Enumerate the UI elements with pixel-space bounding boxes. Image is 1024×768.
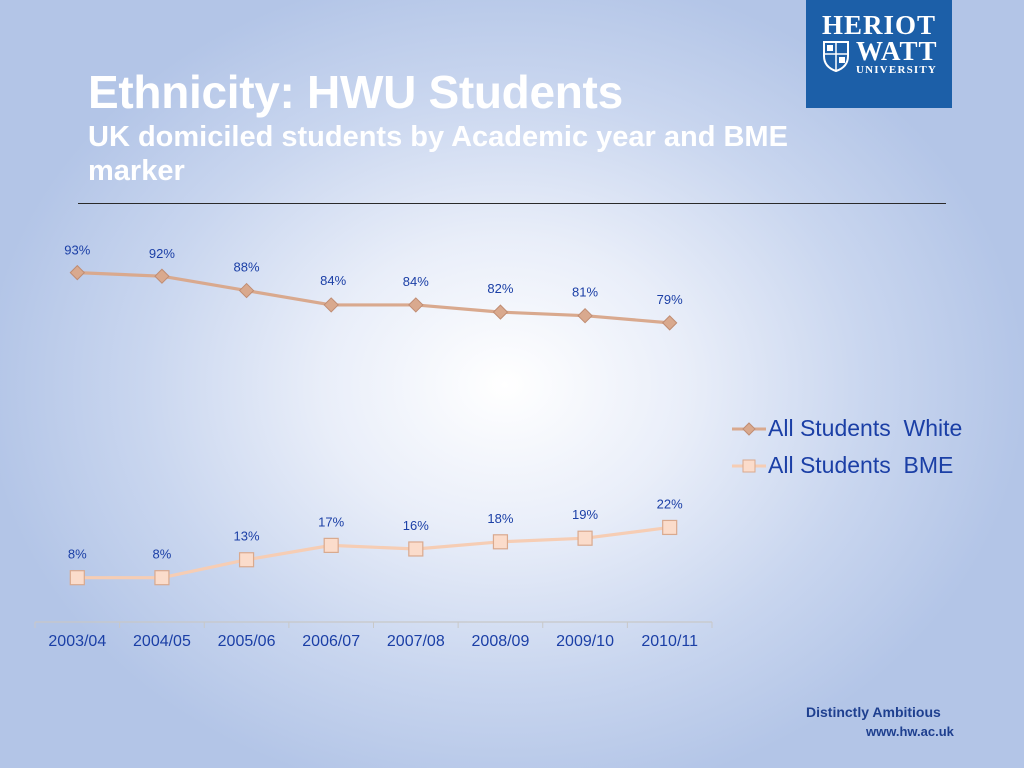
data-point-bme — [492, 534, 509, 550]
x-tick-label: 2003/04 — [48, 633, 106, 650]
data-label: 8% — [153, 547, 172, 562]
series-line-white — [77, 271, 670, 325]
data-label: 88% — [234, 260, 260, 275]
data-label: 79% — [657, 292, 683, 307]
data-label: 84% — [320, 273, 346, 288]
data-point-bme — [238, 552, 255, 568]
x-tick-label: 2010/11 — [641, 633, 698, 650]
data-point-white — [492, 304, 509, 320]
slide-subtitle: UK domiciled students by Academic year a… — [88, 121, 788, 187]
x-tick-label: 2006/07 — [302, 633, 360, 650]
slide-title: Ethnicity: HWU Students — [88, 66, 623, 118]
legend-diamond-icon — [732, 421, 766, 436]
legend-label-white: All Students White — [768, 415, 963, 441]
data-point-white — [577, 307, 593, 324]
x-tick-label: 2007/08 — [387, 633, 445, 650]
legend-square-icon — [732, 459, 766, 472]
legend: All Students White All Students BME — [732, 410, 962, 484]
logo-text-watt: WATT — [856, 36, 938, 66]
data-point-bme — [69, 570, 85, 586]
x-tick-label: 2004/05 — [133, 633, 191, 650]
x-tick-label: 2009/10 — [556, 633, 614, 650]
footer-url[interactable]: www.hw.ac.uk — [866, 724, 954, 739]
data-label: 19% — [572, 507, 598, 522]
data-labels: 93% 92% 88% 84% 84% 82% 81% 79% 8% 8% 13% 17% 16% 18%… — [64, 243, 683, 562]
data-point-white — [238, 282, 255, 299]
data-point-bme — [323, 537, 339, 553]
x-tick-label: 2005/06 — [218, 633, 276, 650]
data-label: 93% — [64, 243, 90, 258]
footer-tagline: Distinctly Ambitious — [806, 704, 941, 720]
data-label: 18% — [487, 511, 513, 526]
series-line-bme — [77, 525, 670, 580]
x-tick-label: 2008/09 — [472, 633, 530, 650]
data-label: 81% — [572, 285, 598, 300]
series-layer — [69, 264, 678, 586]
data-point-bme — [154, 570, 170, 586]
data-point-bme — [408, 541, 424, 557]
data-label: 16% — [403, 518, 429, 533]
data-label: 17% — [318, 514, 344, 529]
data-label: 84% — [403, 274, 429, 289]
crest-icon — [823, 41, 849, 72]
logo-text-heriot: HERIOT — [822, 10, 937, 40]
title-divider — [78, 203, 946, 204]
data-point-white — [408, 297, 424, 313]
data-point-white — [323, 297, 339, 313]
data-point-white — [69, 264, 86, 281]
logo-text-university: UNIVERSITY — [856, 64, 938, 76]
data-label: 22% — [657, 496, 683, 511]
data-label: 8% — [68, 547, 87, 562]
data-point-bme — [577, 530, 593, 546]
data-point-bme — [662, 519, 678, 536]
data-label: 13% — [234, 529, 260, 544]
legend-item-bme: All Students BME — [732, 447, 962, 484]
data-label: 92% — [149, 246, 175, 261]
data-label: 82% — [487, 281, 513, 296]
data-point-white — [661, 315, 678, 331]
legend-label-bme: All Students BME — [768, 452, 954, 478]
x-axis: 2003/04 2004/05 2005/06 2006/07 2007/08 2008/… — [34, 621, 713, 650]
logo: HERIOT WATT UNIVERSITY — [806, 0, 952, 108]
data-point-white — [154, 268, 170, 284]
legend-item-white: All Students White — [732, 410, 962, 447]
